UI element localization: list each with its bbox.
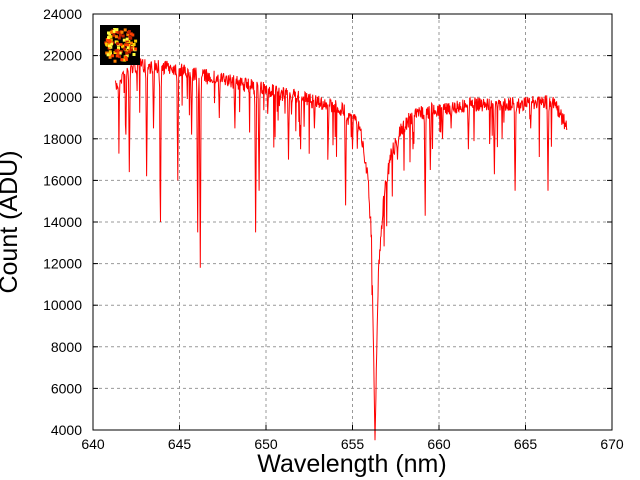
y-tick-label: 22000 — [43, 48, 82, 64]
logo-dot — [118, 51, 122, 55]
logo-dot — [126, 43, 130, 47]
x-tick-label: 645 — [168, 436, 192, 452]
logo-dot — [112, 33, 116, 37]
logo-dot — [113, 28, 117, 31]
logo-dot — [114, 49, 118, 53]
logo-dot — [126, 33, 130, 37]
logo-dot — [129, 36, 133, 40]
logo-dot — [124, 57, 128, 61]
y-tick-label: 24000 — [43, 6, 82, 22]
logo-dot — [110, 42, 113, 46]
y-tick-label: 10000 — [43, 297, 82, 313]
logo-dot — [131, 33, 135, 37]
grid — [93, 14, 612, 430]
x-tick-label: 650 — [254, 436, 278, 452]
logo-dot — [134, 47, 138, 51]
logo-dot — [115, 54, 119, 58]
logo-dot — [116, 42, 119, 46]
y-tick-label: 18000 — [43, 131, 82, 147]
logo-dot — [108, 50, 112, 54]
logo-dot — [108, 40, 112, 44]
x-tick-label: 655 — [341, 436, 365, 452]
logo-dot — [113, 59, 117, 63]
y-tick-label: 12000 — [43, 256, 82, 272]
logo-dot — [129, 41, 133, 45]
logo-dot — [107, 42, 111, 46]
logo-image — [100, 25, 140, 65]
logo-dot — [117, 46, 120, 50]
logo-dot — [112, 29, 116, 33]
x-tick-label: 670 — [600, 436, 624, 452]
logo-dot — [124, 43, 128, 47]
logo-dot — [111, 54, 115, 58]
logo-dot — [107, 36, 110, 40]
logo-dot — [126, 31, 130, 34]
logo-dot — [132, 53, 136, 56]
logo-dot — [122, 38, 126, 42]
y-tick-label: 14000 — [43, 214, 82, 230]
logo-dot — [123, 28, 127, 32]
logo-dot — [120, 58, 124, 62]
logo-dot — [106, 53, 110, 57]
y-axis-label: Count (ADU) — [0, 150, 23, 293]
logo-dot — [120, 30, 124, 34]
logo-dot — [129, 46, 133, 49]
logo-dot — [121, 34, 125, 38]
logo-dot — [107, 46, 111, 50]
logo-dot — [116, 31, 120, 35]
logo-dot — [119, 43, 123, 47]
x-tick-label: 665 — [514, 436, 538, 452]
logo-dot — [105, 51, 109, 55]
logo-dot — [123, 58, 127, 62]
logo-dot — [115, 28, 119, 32]
logo-dot — [116, 51, 120, 55]
logo-dot — [118, 55, 122, 59]
logo-dot — [108, 55, 112, 59]
logo-dot — [128, 50, 131, 54]
spectrum-line — [115, 58, 568, 441]
x-tick-label: 640 — [81, 436, 105, 452]
y-tick-label: 8000 — [51, 339, 82, 355]
logo-dot — [118, 33, 122, 37]
logo-dot — [123, 47, 127, 51]
logo-dot — [109, 30, 113, 34]
y-tick-label: 20000 — [43, 89, 82, 105]
logo-dot — [116, 48, 120, 52]
logo-dot — [107, 31, 110, 35]
logo-dot — [126, 46, 130, 49]
logo-dot — [125, 37, 129, 41]
logo-dot — [108, 44, 111, 48]
y-tick-label: 6000 — [51, 380, 82, 396]
logo-dot — [125, 51, 129, 55]
logo-dot — [114, 30, 118, 34]
x-axis-label: Wavelength (nm) — [257, 450, 446, 478]
logo-dot — [109, 35, 113, 39]
logo-dot — [134, 39, 138, 43]
logo-dot — [132, 43, 136, 46]
logo-dot — [105, 42, 109, 46]
y-tick-label: 4000 — [51, 422, 82, 438]
logo-dot — [124, 55, 128, 59]
logo-dot — [129, 32, 133, 36]
ticks: 640 645 650 655 660 665 670 4000 6000 8000 10000 12… — [43, 6, 624, 452]
x-tick-label: 660 — [427, 436, 451, 452]
logo-dot — [117, 36, 121, 40]
logo-dot — [114, 35, 118, 39]
y-tick-label: 16000 — [43, 172, 82, 188]
logo-dot — [113, 51, 117, 54]
logo-dot — [130, 48, 133, 52]
